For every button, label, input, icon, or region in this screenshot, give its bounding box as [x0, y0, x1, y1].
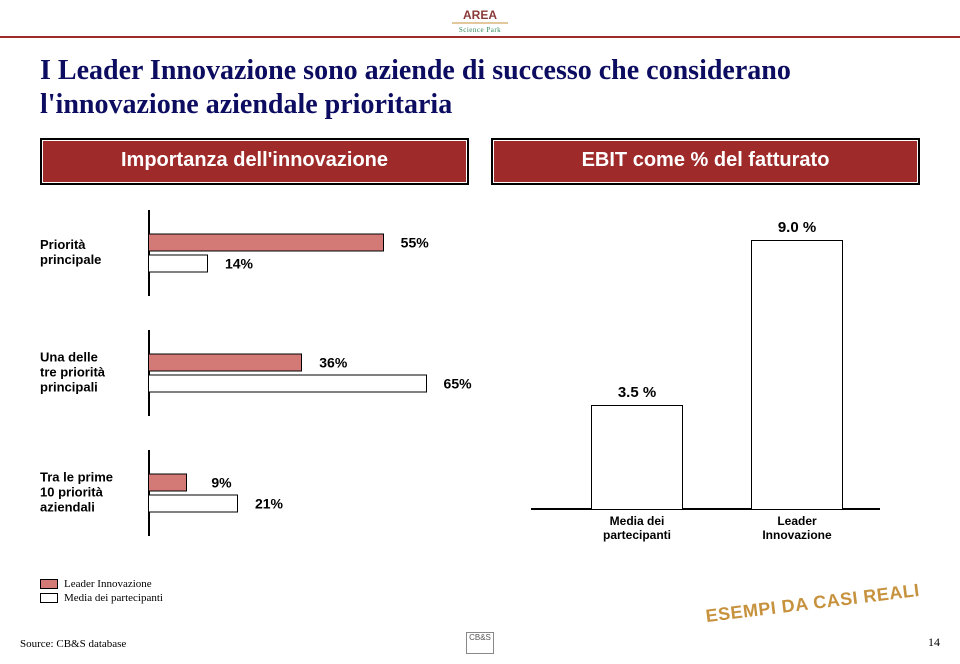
- bar-value: 21%: [255, 496, 283, 512]
- bar-leader: 9%: [148, 474, 187, 492]
- header-divider: [0, 36, 960, 38]
- page-title: I Leader Innovazione sono aziende di suc…: [40, 54, 920, 121]
- header-left: Importanza dell'innovazione: [40, 138, 469, 185]
- vbar-value-label: 9.0 %: [752, 219, 842, 236]
- bar-value: 55%: [401, 235, 429, 251]
- bar-leader: 55%: [148, 234, 384, 252]
- bar-row: Tra le prime10 prioritàaziendali 9% 21%: [40, 450, 469, 536]
- bar-row: Una delletre prioritàprincipali 36% 65%: [40, 330, 469, 416]
- svg-text:AREA: AREA: [463, 8, 497, 22]
- bar-media: 14%: [148, 255, 208, 273]
- bar-row-label: Una delletre prioritàprincipali: [40, 351, 140, 396]
- top-logo: AREA Science Park: [450, 6, 510, 34]
- row-bars: 55% 14%: [148, 231, 469, 276]
- bar-value: 36%: [319, 355, 347, 371]
- bar-value: 14%: [225, 256, 253, 272]
- legend: Leader Innovazione Media dei partecipanti: [40, 576, 163, 604]
- source-text: Source: CB&S database: [20, 638, 126, 650]
- slide-page: AREA Science Park I Leader Innovazione s…: [0, 0, 960, 664]
- area-logo-mark: AREA: [450, 6, 510, 26]
- bar-row: Prioritàprincipale 55% 14%: [40, 210, 469, 296]
- footer-logo: CB&S: [466, 632, 494, 654]
- vbar-value-label: 3.5 %: [592, 384, 682, 401]
- legend-item: Media dei partecipanti: [40, 592, 163, 604]
- bar-media: 65%: [148, 375, 427, 393]
- bar-value: 9%: [211, 475, 231, 491]
- vbar-category-label: Media deipartecipanti: [572, 515, 702, 543]
- legend-label: Media dei partecipanti: [64, 592, 163, 604]
- right-plot-area: 3.5 %Media deipartecipanti 9.0 %LeaderInn…: [531, 210, 880, 510]
- left-chart: Prioritàprincipale 55% 14% Una delletre pri…: [40, 200, 469, 604]
- area-logo-subtext: Science Park: [450, 26, 510, 34]
- bar-value: 65%: [444, 376, 472, 392]
- header-right: EBIT come % del fatturato: [491, 138, 920, 185]
- right-chart: 3.5 %Media deipartecipanti9.0 %LeaderInn…: [491, 200, 920, 604]
- page-number: 14: [928, 635, 940, 650]
- vbar-category-label: LeaderInnovazione: [732, 515, 862, 543]
- row-bars: 36% 65%: [148, 351, 469, 396]
- legend-swatch: [40, 579, 58, 589]
- charts-area: Prioritàprincipale 55% 14% Una delletre pri…: [40, 200, 920, 604]
- vbar: 3.5 %Media deipartecipanti: [591, 405, 683, 510]
- legend-label: Leader Innovazione: [64, 578, 152, 590]
- legend-swatch: [40, 593, 58, 603]
- row-bars: 9% 21%: [148, 471, 469, 516]
- bar-row-label: Prioritàprincipale: [40, 238, 140, 268]
- bar-leader: 36%: [148, 354, 302, 372]
- legend-item: Leader Innovazione: [40, 578, 163, 590]
- bar-media: 21%: [148, 495, 238, 513]
- vbar: 9.0 %LeaderInnovazione: [751, 240, 843, 510]
- bar-row-label: Tra le prime10 prioritàaziendali: [40, 471, 140, 516]
- section-headers: Importanza dell'innovazione EBIT come % …: [40, 138, 920, 185]
